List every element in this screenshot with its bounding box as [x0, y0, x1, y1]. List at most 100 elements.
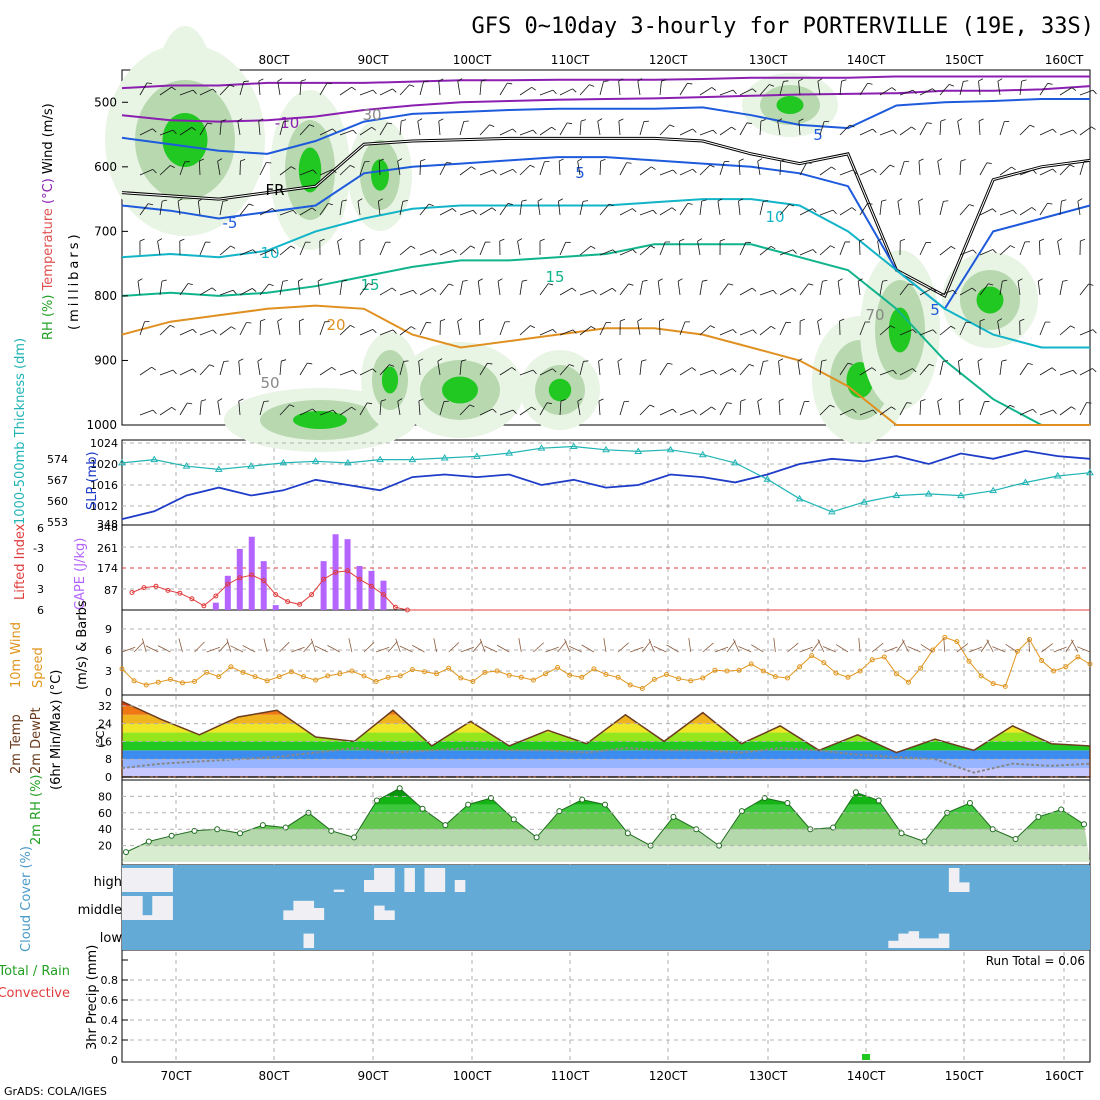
wind-barb [719, 368, 733, 376]
cape-bar [320, 561, 327, 610]
pressure-tick-label: 500 [94, 95, 117, 109]
wind-barb [659, 363, 668, 376]
wind-marker [470, 679, 476, 684]
cloud-middle-bar [374, 905, 385, 920]
wind-barb-flag [212, 329, 217, 334]
wind-barb [259, 162, 267, 176]
rh-marker [1058, 806, 1065, 813]
wind-marker [639, 686, 645, 691]
wind-barb-flag [409, 84, 415, 87]
cape-bar [380, 580, 387, 610]
wind-barb [819, 166, 832, 176]
wind-barb-flag [417, 118, 423, 122]
rh-shade-high [976, 286, 1004, 314]
wind-barb-flag [918, 198, 924, 202]
wind-marker [143, 682, 149, 688]
wind-barb-flag [537, 198, 543, 202]
wind-barb-flag [702, 279, 708, 282]
wind-barb [1019, 81, 1023, 96]
wind-barb-flag [237, 118, 243, 122]
wind-barb [177, 201, 181, 216]
rh-marker [465, 801, 472, 808]
precip-tick-label: 0.6 [101, 994, 119, 1007]
surface-wind-barb [738, 646, 752, 653]
wind-barb-flag [507, 82, 513, 85]
wind-marker [724, 668, 730, 674]
wind-barb [217, 161, 221, 176]
wind-barb-flag [788, 203, 794, 207]
wind-marker [131, 678, 137, 684]
wind-barb [797, 361, 801, 376]
wind-barb-flag [651, 166, 656, 170]
wind-barb-flag [726, 402, 732, 404]
cloud-middle-bar [283, 910, 294, 920]
cloud-high-bar [152, 868, 163, 892]
wind-barb [519, 406, 532, 416]
wind-barb [599, 81, 604, 96]
wind-barb-flag [217, 158, 223, 162]
wind-barb-flag [632, 249, 637, 254]
wind-barb-flag [889, 164, 895, 168]
wind-barb [139, 366, 152, 376]
wind-barb-flag [659, 318, 665, 322]
wind-marker [325, 673, 331, 679]
temp-panel: 32 24 16 8 0 2m Temp 2m DewPt (6hr Min/Max) (°C… [9, 670, 1091, 790]
wind-barb-flag [1052, 409, 1057, 414]
rh-marker [693, 826, 700, 833]
wind-barb-flag [392, 329, 397, 334]
wind-barb [999, 245, 1011, 256]
wind-barb-flag [397, 158, 403, 162]
wind-barb [659, 207, 673, 216]
surface-wind-barb [1070, 639, 1079, 653]
surface-wind-barb [630, 646, 644, 653]
wind-barb [959, 161, 962, 176]
wind-barb [418, 401, 421, 416]
wind-barb [259, 401, 265, 416]
contour-label: -5 [223, 214, 238, 232]
wind-barb [159, 325, 171, 336]
wind-barb-flag [311, 207, 317, 212]
wind-barb-flag [732, 368, 737, 373]
wind-barb-flag [312, 408, 317, 413]
wind-barb [279, 281, 284, 296]
wind-barb-flag [290, 166, 296, 170]
wind-barb [319, 128, 333, 136]
wind-barb-flag [512, 168, 517, 174]
wind-barb-flag [487, 362, 493, 365]
surface-wind-barb [1065, 640, 1074, 653]
wind-barb [219, 84, 230, 96]
wind-barb [179, 161, 186, 176]
wind-barb [959, 204, 970, 216]
wind-barb [299, 362, 308, 376]
upper-air-ylabel: RH (%) Temperature (°C) Wind (m/s) [41, 103, 56, 340]
rh-marker [419, 805, 426, 812]
thickness-marker [924, 489, 933, 497]
wind-barb [419, 249, 434, 256]
wind-barb-flag [719, 238, 725, 242]
wind-barb-flag [1086, 402, 1092, 404]
bottom-tick-label: 70CT [161, 1069, 193, 1083]
wind-barb-flag [572, 88, 577, 93]
wind-barb [438, 121, 441, 136]
wind-barb [757, 401, 761, 416]
li-marker [285, 599, 291, 605]
wind-barb-flag [882, 279, 888, 282]
wind-barb-flag [248, 203, 254, 206]
thickness-marker [408, 455, 417, 463]
wind-marker [1002, 683, 1008, 689]
wind-barb-flag [558, 158, 564, 162]
wind-barb [499, 82, 508, 96]
wind-barb [597, 121, 601, 136]
wind-barb [339, 369, 354, 376]
wind-barb [238, 401, 241, 416]
wind-barb-flag [692, 409, 697, 415]
wind-barb [479, 207, 493, 216]
wind-barb [819, 209, 834, 216]
wind-barb-flag [728, 283, 734, 286]
li-tick-label: 6 [37, 522, 44, 535]
wind-marker [760, 668, 766, 674]
wind-marker [409, 667, 415, 673]
wind-barb [659, 81, 662, 96]
wind-barb-flag [252, 249, 257, 254]
wind-barb-flag [872, 168, 877, 173]
